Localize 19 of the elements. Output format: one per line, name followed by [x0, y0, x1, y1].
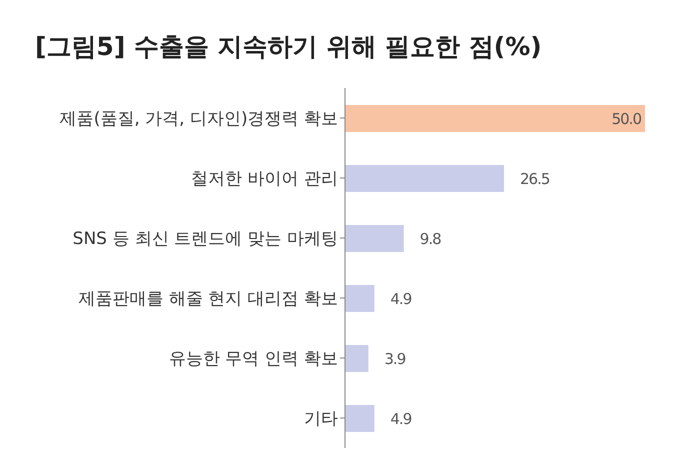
- bar: [345, 225, 404, 252]
- y-tick-label: SNS 등 최신 트렌드에 맞는 마케팅: [72, 229, 338, 250]
- data-label: 4.9: [390, 290, 412, 308]
- bar: [345, 345, 368, 372]
- chart-title: [그림5] 수출을 지속하기 위해 필요한 점(%): [35, 31, 542, 63]
- bar: [345, 285, 374, 312]
- data-label: 3.9: [384, 350, 406, 368]
- bar: [345, 105, 645, 132]
- bar: [345, 405, 374, 432]
- data-label: 50.0: [612, 110, 642, 128]
- y-tick-label: 기타: [304, 409, 338, 430]
- data-label: 4.9: [390, 410, 412, 428]
- bar: [345, 165, 504, 192]
- data-label: 26.5: [520, 170, 550, 188]
- y-tick-label: 유능한 무역 인력 확보: [168, 349, 338, 370]
- y-tick-label: 제품(품질, 가격, 디자인)경쟁력 확보: [60, 109, 338, 130]
- data-label: 9.8: [420, 230, 442, 248]
- y-tick-label: 제품판매를 해줄 현지 대리점 확보: [78, 289, 338, 310]
- y-tick-label: 철저한 바이어 관리: [191, 169, 338, 190]
